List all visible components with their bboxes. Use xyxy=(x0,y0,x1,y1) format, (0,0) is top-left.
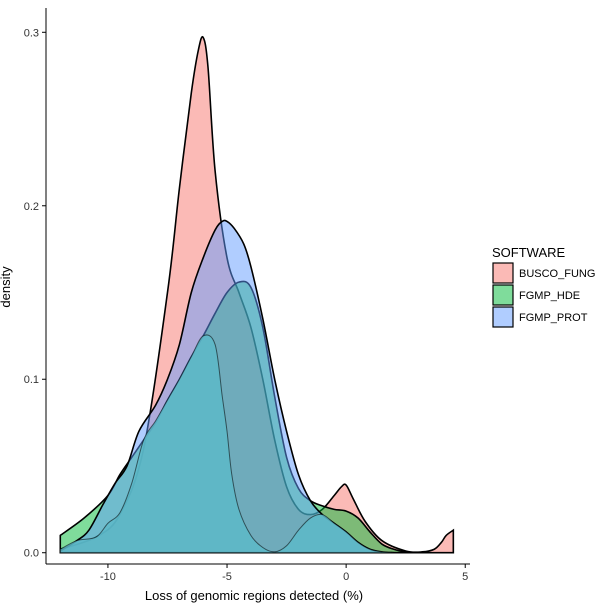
legend-title: SOFTWARE xyxy=(492,245,566,260)
y-tick-label: 0.1 xyxy=(24,374,39,386)
legend-label: FGMP_PROT xyxy=(519,312,588,324)
y-tick-label: 0.3 xyxy=(24,27,39,39)
x-tick-label: 5 xyxy=(462,571,468,583)
x-tick-label: 0 xyxy=(343,571,349,583)
y-axis-title: density xyxy=(0,266,13,308)
legend-key-fgmp-hde xyxy=(492,284,514,306)
legend-label: FGMP_HDE xyxy=(519,290,580,302)
legend-items: BUSCO_FUNGI FGMP_HDE FGMP_PROT xyxy=(492,262,596,328)
x-ticks: -10 -5 0 5 xyxy=(100,564,468,583)
x-axis-title: Loss of genomic regions detected (%) xyxy=(145,588,363,603)
y-tick-label: 0.2 xyxy=(24,201,39,213)
legend-label: BUSCO_FUNGI xyxy=(519,268,596,280)
y-ticks: 0.0 0.1 0.2 0.3 xyxy=(24,27,46,560)
density-areas xyxy=(59,36,455,554)
x-tick-label: -5 xyxy=(222,571,232,583)
y-tick-label: 0.0 xyxy=(24,548,39,560)
legend-key-busco-fungi xyxy=(492,262,514,284)
legend: SOFTWARE BUSCO_FUNGI FGMP_HDE FGMP_PROT xyxy=(492,245,596,328)
density-overlap-area xyxy=(59,334,394,554)
axes: -10 -5 0 5 0.0 0.1 0.2 0.3 xyxy=(24,8,470,583)
x-tick-label: -10 xyxy=(100,571,116,583)
legend-key-fgmp-prot xyxy=(492,306,514,328)
